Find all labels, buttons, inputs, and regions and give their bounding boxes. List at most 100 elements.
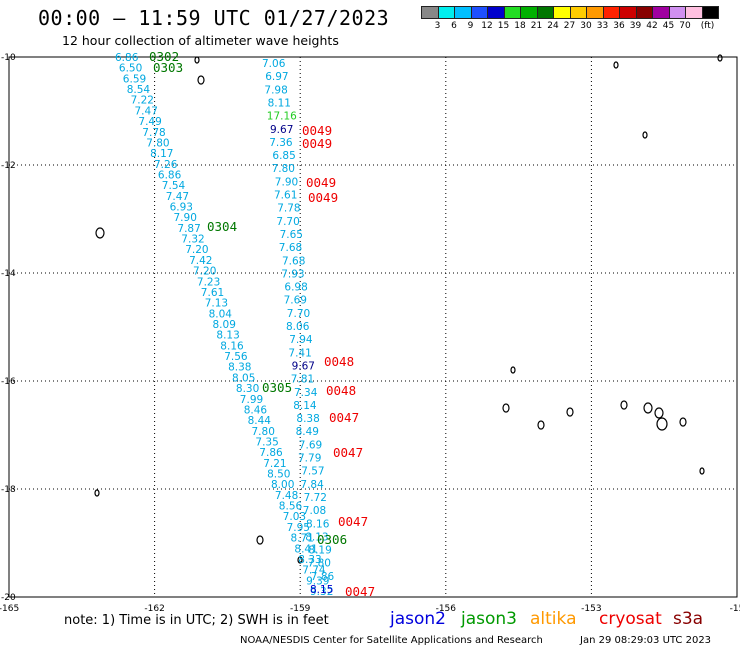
pass-time-label: 0047 xyxy=(338,514,368,529)
swh-value-label: 7.49 xyxy=(138,116,161,128)
legend-label: (ft) xyxy=(700,21,715,31)
pass-time-label: 0306 xyxy=(317,532,347,547)
legend-label: 3 xyxy=(434,21,441,31)
satellite-s3a-label: s3a xyxy=(673,609,704,629)
pass-time-label: 0303 xyxy=(153,60,183,75)
x-tick-label: -165 xyxy=(0,604,19,614)
x-tick-label: -156 xyxy=(436,604,457,614)
x-tick-label: -15 xyxy=(730,604,740,614)
swh-value-label: 7.68 xyxy=(282,255,305,267)
swh-value-label: 7.74 xyxy=(302,565,326,577)
swh-value-label: 6.97 xyxy=(265,71,288,83)
swh-value-label: 7.13 xyxy=(205,298,228,310)
swh-value-label: 7.21 xyxy=(263,458,286,470)
island-outline xyxy=(679,417,687,427)
swh-value-label: 8.11 xyxy=(268,97,291,109)
swh-value-label: 8.46 xyxy=(244,404,268,416)
swh-value-label: 8.71 xyxy=(291,533,314,545)
swh-value-label: 7.78 xyxy=(142,127,165,139)
swh-value-label: 8.54 xyxy=(127,84,151,96)
swh-value-label: 7.32 xyxy=(181,234,204,246)
swh-value-label: 9.67 xyxy=(270,124,293,136)
swh-value-label: 7.57 xyxy=(301,466,324,478)
legend-label: 6 xyxy=(451,21,457,31)
island-outline xyxy=(510,366,516,374)
swh-value-label: 7.80 xyxy=(146,137,169,149)
swh-value-label: 7.20 xyxy=(193,266,216,278)
swh-value-label: 7.86 xyxy=(311,571,335,583)
pass-time-label: 0049 xyxy=(308,190,338,205)
y-tick-label: -10 xyxy=(1,53,16,63)
legend-label: 33 xyxy=(596,21,609,31)
swh-value-label: 7.79 xyxy=(298,453,321,465)
pass-time-label: 0048 xyxy=(324,354,354,369)
legend-label: 45 xyxy=(662,21,675,31)
y-tick-label: -14 xyxy=(1,269,16,279)
pass-time-label: 0304 xyxy=(207,219,237,234)
swh-value-label: 7.41 xyxy=(288,347,311,359)
legend-label: 39 xyxy=(629,21,642,31)
swh-value-label: 7.78 xyxy=(277,203,300,215)
map-frame xyxy=(8,56,738,598)
swh-value-label: 8.19 xyxy=(308,545,331,557)
swh-value-label: 7.35 xyxy=(255,436,278,448)
swh-value-label: 7.69 xyxy=(299,439,322,451)
pass-time-label: 0049 xyxy=(302,123,332,138)
swh-value-label: 9.39 xyxy=(306,575,329,587)
swh-value-label: 8.13 xyxy=(305,531,328,543)
island-outline xyxy=(642,131,648,139)
legend-label: 70 xyxy=(679,21,691,31)
legend-label: 9 xyxy=(467,21,474,31)
pass-time-label: 0047 xyxy=(329,410,359,425)
color-legend xyxy=(421,6,719,19)
swh-value-label: 7.26 xyxy=(154,159,178,171)
satellite-jason3-label: jason3 xyxy=(461,609,517,629)
island-outline xyxy=(620,400,628,410)
swh-value-label: 6.86 xyxy=(115,52,139,64)
pass-time-label: 0047 xyxy=(345,584,375,599)
swh-value-label: 8.04 xyxy=(209,308,233,320)
legend-label: 27 xyxy=(563,21,576,31)
island-outline xyxy=(699,467,705,475)
swh-value-label: 6.85 xyxy=(272,150,295,162)
pass-time-label: 0305 xyxy=(262,380,292,395)
swh-value-label: 7.93 xyxy=(281,268,304,280)
swh-value-label: 7.22 xyxy=(131,95,154,107)
legend-label: 30 xyxy=(580,21,592,31)
swh-value-label: 8.16 xyxy=(220,340,244,352)
island-outline xyxy=(566,407,574,417)
y-tick-label: -18 xyxy=(1,485,16,495)
swh-value-label: 7.54 xyxy=(162,180,186,192)
footer-note: note: 1) Time is in UTC; 2) SWH is in fe… xyxy=(64,613,329,628)
credit-date: Jan 29 08:29:03 UTC 2023 xyxy=(580,635,712,646)
pass-time-label: 0048 xyxy=(326,383,356,398)
legend-label: 12 xyxy=(481,21,493,31)
swh-value-label: 7.86 xyxy=(259,447,283,459)
swh-value-label: 7.20 xyxy=(185,244,208,256)
swh-value-label: 7.08 xyxy=(303,505,326,517)
swh-value-label: 7.34 xyxy=(294,387,318,399)
legend-swatch xyxy=(701,6,719,19)
swh-value-label: 8.41 xyxy=(294,543,317,555)
swh-value-label: 7.90 xyxy=(174,212,197,224)
swh-value-label: 7.72 xyxy=(304,492,327,504)
satellite-jason2-label: jason2 xyxy=(390,609,446,629)
swh-value-label: 7.80 xyxy=(272,163,295,175)
island-outline xyxy=(656,417,668,431)
island-outline xyxy=(297,556,303,564)
swh-value-label: 7.03 xyxy=(283,511,306,523)
swh-value-label: 7.47 xyxy=(135,105,158,117)
swh-value-label: 8.15 xyxy=(310,584,333,596)
swh-value-label: 8.17 xyxy=(150,148,173,160)
swh-value-label: 7.98 xyxy=(264,84,287,96)
y-tick-label: -12 xyxy=(1,161,16,171)
swh-value-label: 7.56 xyxy=(224,351,248,363)
island-outline xyxy=(94,489,100,497)
swh-value-label: 6.98 xyxy=(284,282,307,294)
island-outline xyxy=(537,420,545,430)
island-outline xyxy=(643,402,653,414)
swh-value-label: 7.61 xyxy=(201,287,224,299)
swh-value-label: 8.05 xyxy=(232,372,255,384)
legend-label: 18 xyxy=(514,21,526,31)
